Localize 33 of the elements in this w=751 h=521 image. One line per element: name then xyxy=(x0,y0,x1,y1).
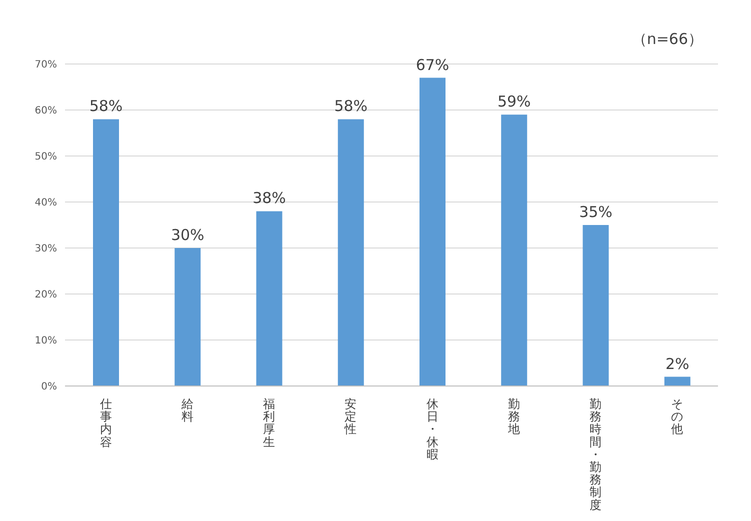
data-label: 35% xyxy=(579,203,612,221)
category-label: 勤務時間・勤務制度 xyxy=(590,397,602,512)
bar xyxy=(501,114,528,386)
x-tick-label: 休日・休暇 xyxy=(426,397,438,462)
x-tick-label: 給料 xyxy=(180,397,194,424)
y-tick-label: 50% xyxy=(34,152,57,163)
bar xyxy=(256,211,282,386)
y-tick-label: 0% xyxy=(41,382,57,393)
y-tick-label: 20% xyxy=(34,290,57,301)
y-tick-label: 10% xyxy=(34,336,57,347)
y-tick-label: 30% xyxy=(34,244,57,255)
bar xyxy=(664,376,690,386)
bar xyxy=(582,225,609,386)
data-label: 67% xyxy=(416,56,450,74)
x-tick-label: 福利厚生 xyxy=(263,397,276,449)
y-tick-label: 60% xyxy=(34,106,57,117)
text: （n=66） xyxy=(632,30,703,49)
data-label: 59% xyxy=(497,92,531,111)
x-tick-label: 仕事内容 xyxy=(98,397,112,449)
y-tick-label: 40% xyxy=(34,198,57,209)
bar xyxy=(93,119,119,386)
bar xyxy=(174,248,201,386)
y-tick-label: 70% xyxy=(34,60,57,71)
bar xyxy=(338,119,364,386)
data-label: 30% xyxy=(170,226,204,244)
data-label: 58% xyxy=(89,97,123,116)
bar xyxy=(420,78,446,386)
data-label: 38% xyxy=(252,189,286,208)
data-label: 2% xyxy=(665,354,690,373)
x-tick-label: 勤務地 xyxy=(506,397,520,436)
x-tick-label: その他 xyxy=(671,397,684,436)
x-tick-label: 安定性 xyxy=(344,397,357,436)
data-label: 58% xyxy=(334,97,368,116)
